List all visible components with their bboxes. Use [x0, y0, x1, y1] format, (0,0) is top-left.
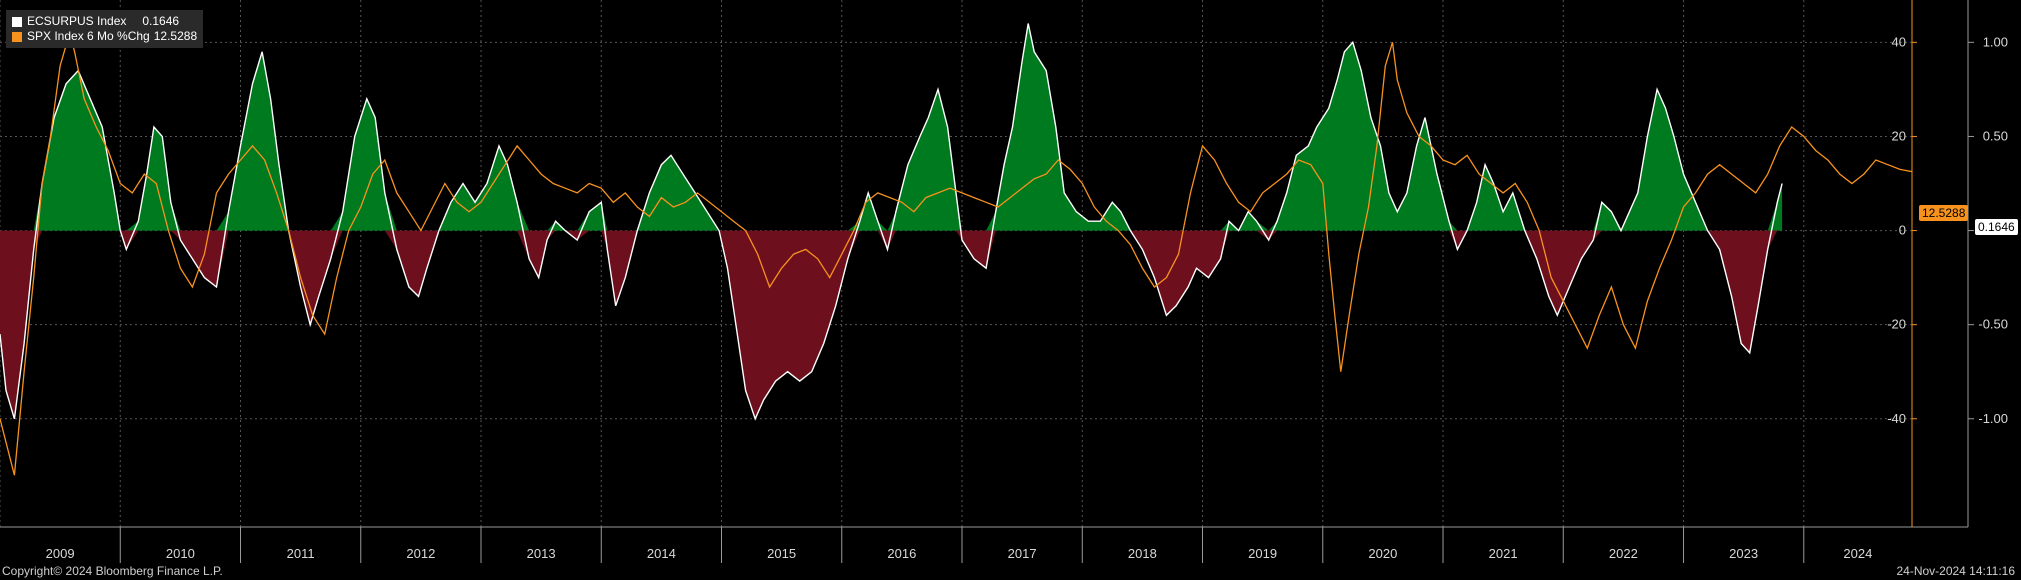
- legend-entry-surprise: ECSURPUS Index 0.1646: [12, 14, 197, 29]
- left-axis-tick-label: -40: [1887, 411, 1906, 426]
- x-tick-label: 2022: [1609, 546, 1638, 561]
- series-lines: [0, 23, 1913, 476]
- left-axis-tick-label: 40: [1892, 34, 1906, 49]
- right-axis-tick-label: 1.00: [1983, 34, 2008, 49]
- x-tick-label: 2010: [166, 546, 195, 561]
- legend-swatch-orange: [12, 31, 22, 42]
- right-axis-tick-label: -0.50: [1978, 317, 2008, 332]
- surprise-area-fills: [0, 23, 1783, 419]
- timestamp-text: 24-Nov-2024 14:11:16: [1896, 564, 2015, 578]
- x-tick-label: 2023: [1729, 546, 1758, 561]
- x-tick-label: 2017: [1008, 546, 1037, 561]
- x-tick-label: 2014: [647, 546, 676, 561]
- copyright-text: Copyright© 2024 Bloomberg Finance L.P.: [2, 564, 223, 578]
- surprise-positive-area: [0, 23, 1783, 231]
- legend-series2-name: SPX Index 6 Mo %Chg: [27, 29, 150, 43]
- legend-series1-value: 0.1646: [142, 14, 180, 28]
- legend-entry-spx: SPX Index 6 Mo %Chg 12.5288: [12, 29, 197, 44]
- x-tick-label: 2009: [46, 546, 75, 561]
- grid-lines: [0, 0, 1912, 527]
- x-tick-label: 2024: [1843, 546, 1872, 561]
- legend-series1-name: ECSURPUS Index: [27, 14, 127, 28]
- right-axis-tick-label: -1.00: [1978, 411, 2008, 426]
- legend: ECSURPUS Index 0.1646 SPX Index 6 Mo %Ch…: [6, 10, 204, 48]
- surprise-series-line: [0, 23, 1783, 421]
- legend-swatch-white: [12, 16, 22, 27]
- left-axis-labels: 40 20 0 -20 -40: [1887, 34, 1917, 426]
- x-tick-label: 2016: [887, 546, 916, 561]
- x-tick-label: 2020: [1368, 546, 1397, 561]
- x-tick-label: 2018: [1128, 546, 1157, 561]
- x-tick-label: 2021: [1489, 546, 1518, 561]
- x-tick-label: 2019: [1248, 546, 1277, 561]
- x-tick-label: 2015: [767, 546, 796, 561]
- left-axis-tick-label: -20: [1887, 317, 1906, 332]
- x-tick-label: 2013: [527, 546, 556, 561]
- x-axis-year-labels: 2009 2010 2011 2012 2013 2014 2015 2016 2017 2018…: [46, 527, 1872, 563]
- spx-series-line: [0, 30, 1913, 476]
- left-axis-tick-label: 0: [1899, 223, 1906, 238]
- x-tick-label: 2012: [406, 546, 435, 561]
- x-tick-label: 2011: [287, 546, 315, 561]
- spx-last-value-tag: 12.5288: [1919, 205, 1969, 221]
- right-axis-tick-label: 0.50: [1983, 128, 2008, 143]
- axes: [0, 0, 1969, 528]
- legend-series2-value: 12.5288: [153, 29, 198, 43]
- left-axis-tick-label: 20: [1892, 128, 1906, 143]
- surprise-last-value-tag: 0.1646: [1975, 219, 2018, 235]
